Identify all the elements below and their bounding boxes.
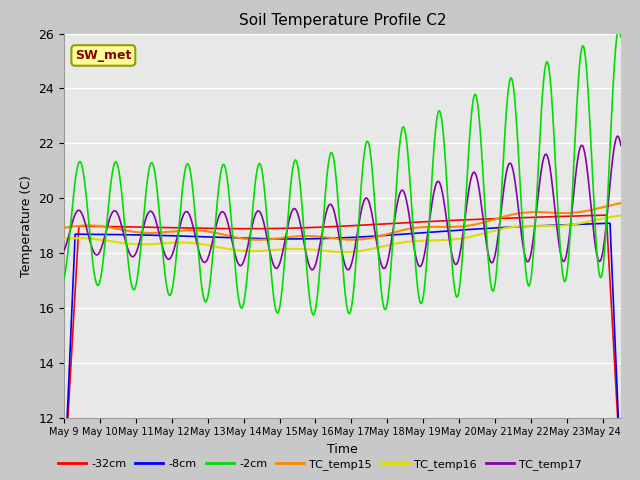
X-axis label: Time: Time [327, 443, 358, 456]
Title: Soil Temperature Profile C2: Soil Temperature Profile C2 [239, 13, 446, 28]
Text: SW_met: SW_met [75, 49, 131, 62]
Y-axis label: Temperature (C): Temperature (C) [20, 175, 33, 276]
Legend: -32cm, -8cm, -2cm, TC_temp15, TC_temp16, TC_temp17: -32cm, -8cm, -2cm, TC_temp15, TC_temp16,… [54, 455, 586, 474]
